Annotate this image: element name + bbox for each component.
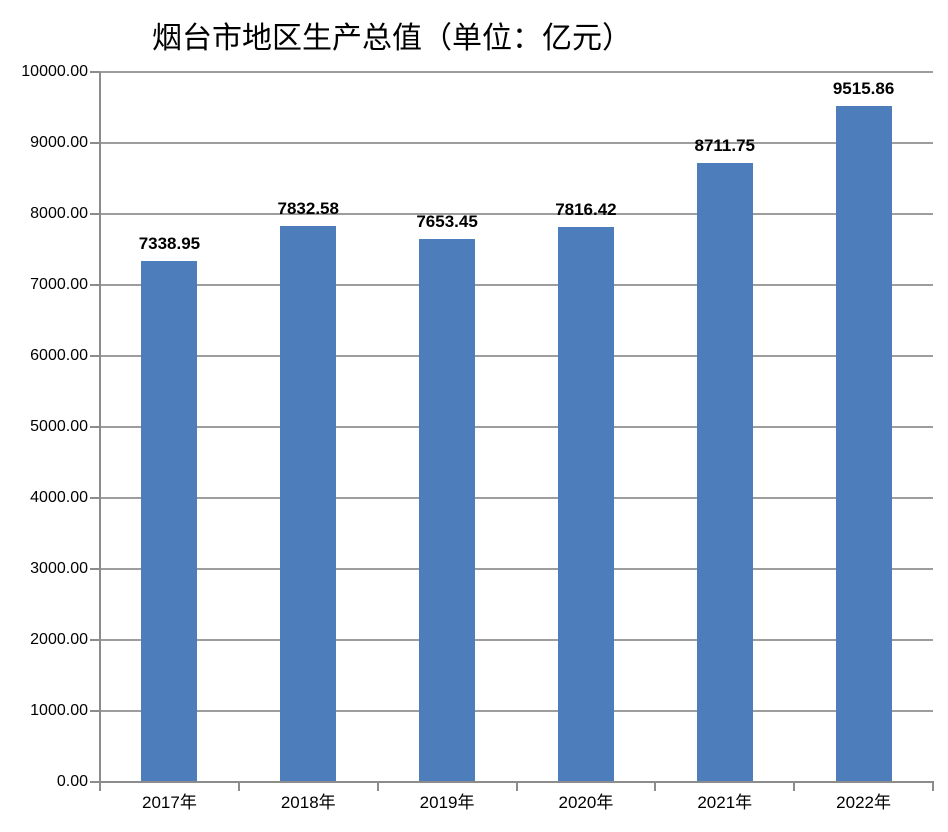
- x-axis-tick: [515, 782, 518, 791]
- y-axis-tick: [90, 710, 100, 712]
- y-axis-label: 1000.00: [30, 702, 88, 719]
- y-axis-tick: [90, 71, 100, 73]
- y-axis-label: 10000.00: [21, 63, 88, 80]
- bar: [696, 163, 753, 782]
- y-axis-tick: [90, 568, 100, 570]
- gridline: [100, 639, 933, 641]
- x-axis-category-label: 2019年: [419, 793, 475, 812]
- y-axis-tick: [90, 639, 100, 641]
- bar-value-label: 7832.58: [277, 198, 339, 218]
- x-axis-tick: [99, 782, 101, 791]
- x-axis-tick: [793, 782, 796, 791]
- y-axis-label: 8000.00: [30, 205, 88, 222]
- gridline: [100, 284, 933, 286]
- gridline: [100, 568, 933, 570]
- y-axis-tick: [90, 213, 100, 215]
- bar: [141, 260, 198, 782]
- bar: [419, 238, 476, 782]
- x-axis-tick: [376, 782, 379, 791]
- y-axis-tick: [90, 497, 100, 499]
- x-axis-tick: [932, 782, 934, 791]
- y-axis-line: [99, 72, 101, 783]
- gridline: [100, 426, 933, 428]
- bar: [557, 227, 614, 782]
- y-axis-label: 9000.00: [30, 134, 88, 151]
- gridline: [100, 355, 933, 357]
- y-axis-label: 3000.00: [30, 560, 88, 577]
- bar-value-label: 9515.86: [832, 79, 895, 99]
- bar: [280, 225, 337, 782]
- y-axis-tick: [90, 426, 100, 428]
- y-axis-tick: [90, 781, 100, 783]
- gridline: [100, 497, 933, 499]
- x-axis-category-label: 2022年: [836, 793, 891, 812]
- gridline: [100, 710, 933, 712]
- x-axis-category-label: 2018年: [280, 793, 336, 812]
- y-axis-label: 0.00: [56, 773, 88, 790]
- plot-area: 7338.95 7832.58 7653.45 7816.42 8711.75 9515.…: [100, 71, 933, 782]
- x-axis-category-label: 2017年: [142, 793, 197, 812]
- bar-value-label: 7338.95: [138, 233, 201, 253]
- bar-value-label: 7816.42: [555, 200, 617, 220]
- bar-value-label: 7653.45: [416, 211, 478, 231]
- y-axis-label: 4000.00: [30, 489, 88, 506]
- x-axis-category-label: 2020年: [558, 793, 614, 812]
- x-axis-tick: [237, 782, 240, 791]
- chart-title: 烟台市地区生产总值（单位：亿元）: [152, 22, 632, 55]
- gridline: [100, 213, 933, 215]
- x-axis-tick: [654, 782, 657, 791]
- y-axis-tick: [90, 355, 100, 357]
- y-axis-label: 2000.00: [30, 631, 88, 648]
- gridline: [100, 71, 933, 73]
- y-axis-tick: [90, 284, 100, 286]
- y-axis-label: 7000.00: [30, 276, 88, 293]
- bar: [835, 106, 892, 782]
- x-axis-category-label: 2021年: [697, 793, 753, 812]
- y-axis-tick: [90, 142, 100, 144]
- y-axis-label: 6000.00: [30, 347, 88, 364]
- bar-value-label: 8711.75: [694, 136, 755, 156]
- gridline: [100, 142, 933, 144]
- y-axis-label: 5000.00: [30, 418, 88, 435]
